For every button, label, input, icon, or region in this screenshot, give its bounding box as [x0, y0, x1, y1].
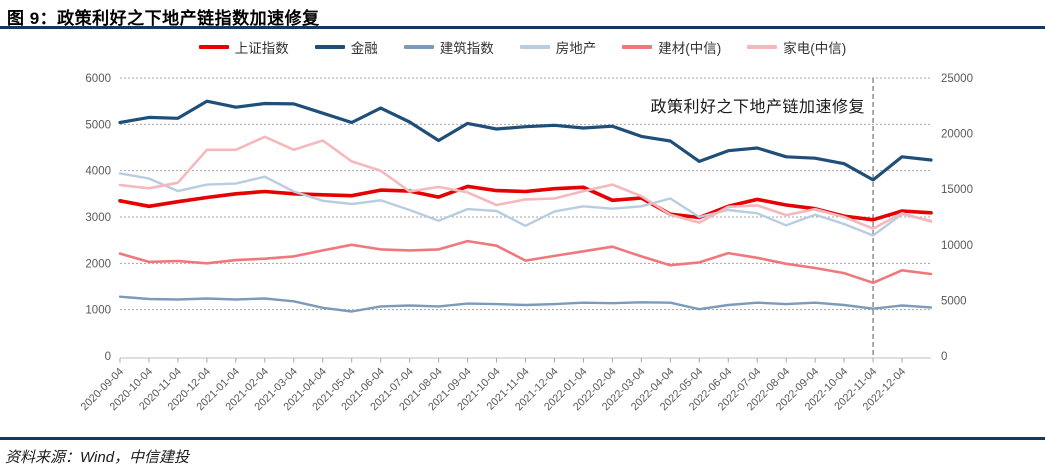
title-divider — [0, 26, 1045, 29]
svg-text:5000: 5000 — [941, 295, 967, 307]
svg-text:10000: 10000 — [941, 240, 973, 252]
legend-label-construction: 建筑指数 — [439, 41, 494, 56]
legend-label-building-materials: 建材(中信) — [658, 41, 722, 56]
series-construction — [118, 295, 933, 313]
source-note: 资料来源：Wind，中信建投 — [5, 449, 190, 466]
legend-swatch-construction — [403, 45, 434, 49]
legend-swatch-home-appliance — [747, 45, 778, 49]
series-finance — [118, 99, 933, 182]
legend-label-real-estate: 房地产 — [555, 41, 597, 56]
y-axis-right-labels: 0 5000 10000 15000 20000 25000 — [941, 73, 973, 363]
svg-text:6000: 6000 — [85, 73, 111, 85]
svg-text:0: 0 — [105, 351, 111, 363]
y-axis-left-labels: 0 1000 2000 3000 4000 5000 6000 — [85, 73, 111, 363]
footer-divider — [0, 437, 1045, 440]
svg-text:2000: 2000 — [85, 258, 111, 270]
legend-swatch-sse — [198, 45, 229, 49]
legend-label-finance: 金融 — [350, 41, 378, 56]
svg-text:20000: 20000 — [941, 129, 973, 141]
svg-text:3000: 3000 — [85, 212, 111, 224]
legend-swatch-building-materials — [622, 45, 653, 49]
legend-item-sse: 上证指数 — [198, 37, 289, 57]
series-sse — [118, 184, 933, 222]
legend-item-building-materials: 建材(中信) — [622, 37, 721, 57]
gridlines — [120, 77, 931, 311]
legend-swatch-real-estate — [519, 45, 550, 49]
legend-label-sse: 上证指数 — [234, 41, 289, 56]
chart-legend: 上证指数 金融 建筑指数 房地产 建材(中信) 家电(中信) — [0, 37, 1045, 57]
legend-label-home-appliance: 家电(中信) — [783, 41, 847, 56]
series-building-materials — [118, 239, 933, 285]
svg-text:25000: 25000 — [941, 73, 973, 85]
svg-text:5000: 5000 — [85, 119, 111, 131]
legend-item-real-estate: 房地产 — [519, 37, 597, 57]
svg-text:0: 0 — [941, 351, 947, 363]
legend-item-finance: 金融 — [314, 37, 378, 57]
chart-annotation: 政策利好之下地产链加速修复 — [650, 99, 865, 116]
series-real-estate — [118, 172, 933, 237]
series-home-appliance — [118, 135, 933, 230]
legend-item-construction: 建筑指数 — [403, 37, 494, 57]
figure-title: 图 9：政策利好之下地产链指数加速修复 — [7, 9, 320, 28]
x-axis-labels: 2020-09-042020-10-042020-11-042020-12-04… — [79, 366, 909, 414]
svg-text:15000: 15000 — [941, 184, 973, 196]
svg-text:4000: 4000 — [85, 166, 111, 178]
legend-swatch-finance — [314, 45, 345, 49]
x-axis — [119, 357, 931, 363]
svg-text:1000: 1000 — [85, 305, 111, 317]
legend-item-home-appliance: 家电(中信) — [747, 37, 846, 57]
